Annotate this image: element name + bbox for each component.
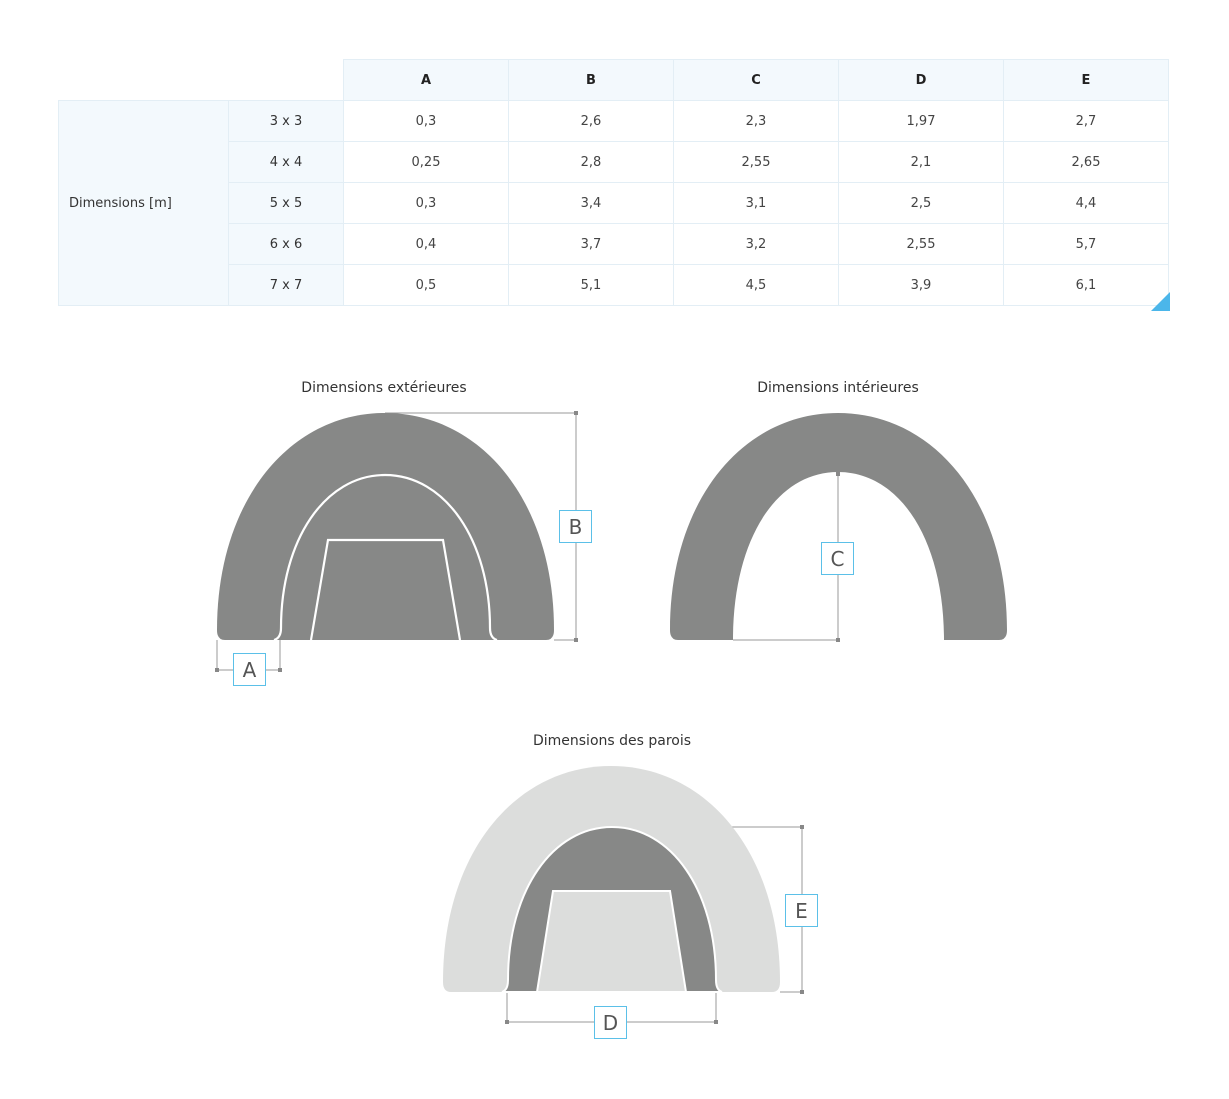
value-cell: 5,7 <box>1003 223 1169 265</box>
value-cell: 2,6 <box>508 100 674 142</box>
col-header-e: E <box>1003 59 1169 101</box>
value-cell: 1,97 <box>838 100 1004 142</box>
value-cell: 3,1 <box>673 182 839 224</box>
walls-title: Dimensions des parois <box>532 733 692 749</box>
table-row: 6 x 6 0,4 3,7 3,2 2,55 5,7 <box>59 223 1169 265</box>
exterior-tent <box>217 413 554 642</box>
dimensions-table: A B C D E Dimensions [m] 3 x 3 0,3 2,6 2,3 1,… <box>58 59 1169 306</box>
value-cell: 2,8 <box>508 141 674 183</box>
col-header-c: C <box>673 59 839 101</box>
value-cell: 2,55 <box>673 141 839 183</box>
value-cell: 3,9 <box>838 264 1004 306</box>
value-cell: 3,2 <box>673 223 839 265</box>
value-cell: 6,1 <box>1003 264 1169 306</box>
dimension-label-c: C <box>821 542 854 575</box>
value-cell: 4,5 <box>673 264 839 306</box>
interior-title: Dimensions intérieures <box>757 380 919 396</box>
dimension-label-b: B <box>559 510 592 543</box>
value-cell: 0,5 <box>343 264 509 306</box>
col-header-b: B <box>508 59 674 101</box>
dimension-label-d: D <box>594 1006 627 1039</box>
table-row: 7 x 7 0,5 5,1 4,5 3,9 6,1 <box>59 264 1169 306</box>
exterior-title: Dimensions extérieures <box>301 380 467 396</box>
value-cell: 3,7 <box>508 223 674 265</box>
dimension-label-e: E <box>785 894 818 927</box>
walls-tent <box>443 766 780 993</box>
size-cell: 3 x 3 <box>228 100 344 142</box>
value-cell: 2,5 <box>838 182 1004 224</box>
dimension-label-a: A <box>233 653 266 686</box>
row-group-label: Dimensions [m] <box>58 100 229 306</box>
size-cell: 5 x 5 <box>228 182 344 224</box>
interior-tent <box>670 413 1007 640</box>
size-cell: 4 x 4 <box>228 141 344 183</box>
value-cell: 3,4 <box>508 182 674 224</box>
col-header-d: D <box>838 59 1004 101</box>
size-cell: 7 x 7 <box>228 264 344 306</box>
col-header-a: A <box>343 59 509 101</box>
table-corner-marker <box>1151 292 1170 311</box>
value-cell: 0,4 <box>343 223 509 265</box>
table-row: 5 x 5 0,3 3,4 3,1 2,5 4,4 <box>59 182 1169 224</box>
value-cell: 5,1 <box>508 264 674 306</box>
